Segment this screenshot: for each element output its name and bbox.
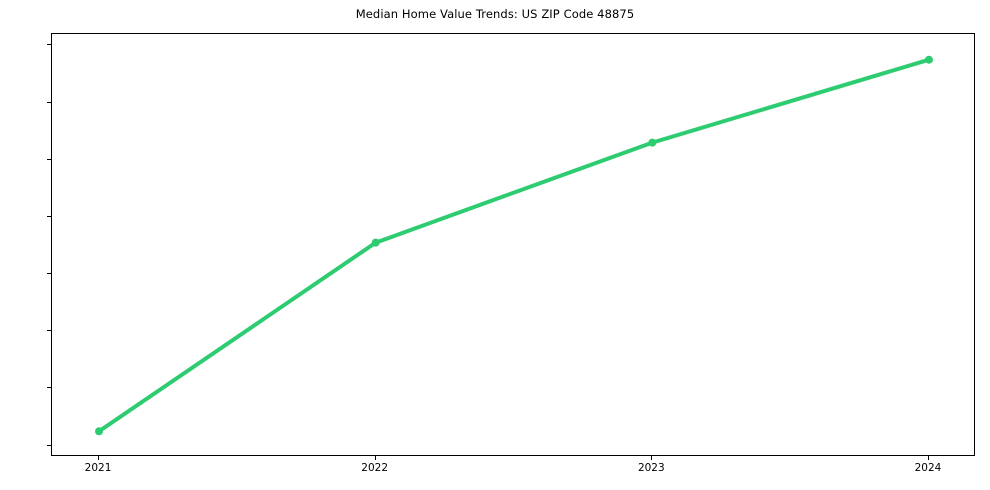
line-series-markers	[95, 55, 933, 436]
line-series-path	[97, 57, 931, 434]
x-axis-tick-mark	[927, 456, 929, 460]
y-axis-tick-mark	[47, 330, 51, 332]
x-axis-tick-label: 2023	[637, 462, 665, 474]
y-axis-tick-mark	[47, 158, 51, 160]
y-axis-tick-mark	[47, 387, 51, 389]
x-axis-tick-mark	[651, 456, 653, 460]
y-axis-tick-mark	[47, 215, 51, 217]
data-point-marker	[924, 55, 933, 64]
y-axis-tick-mark	[47, 444, 51, 446]
line-series-svg	[95, 55, 933, 436]
y-axis-tick-mark	[47, 44, 51, 46]
plot-area	[51, 33, 975, 456]
x-axis-tick-mark	[98, 456, 100, 460]
data-point-marker	[648, 138, 657, 147]
y-axis-tick-mark	[47, 273, 51, 275]
data-point-marker	[371, 238, 380, 247]
x-axis-tick-mark	[374, 456, 376, 460]
data-point-marker	[95, 427, 104, 436]
y-axis-tick-mark	[47, 101, 51, 103]
x-axis-tick-label: 2021	[84, 462, 112, 474]
x-axis-tick-label: 2022	[361, 462, 389, 474]
x-axis-tick-label: 2024	[914, 462, 942, 474]
chart-title: Median Home Value Trends: US ZIP Code 48…	[355, 7, 635, 21]
